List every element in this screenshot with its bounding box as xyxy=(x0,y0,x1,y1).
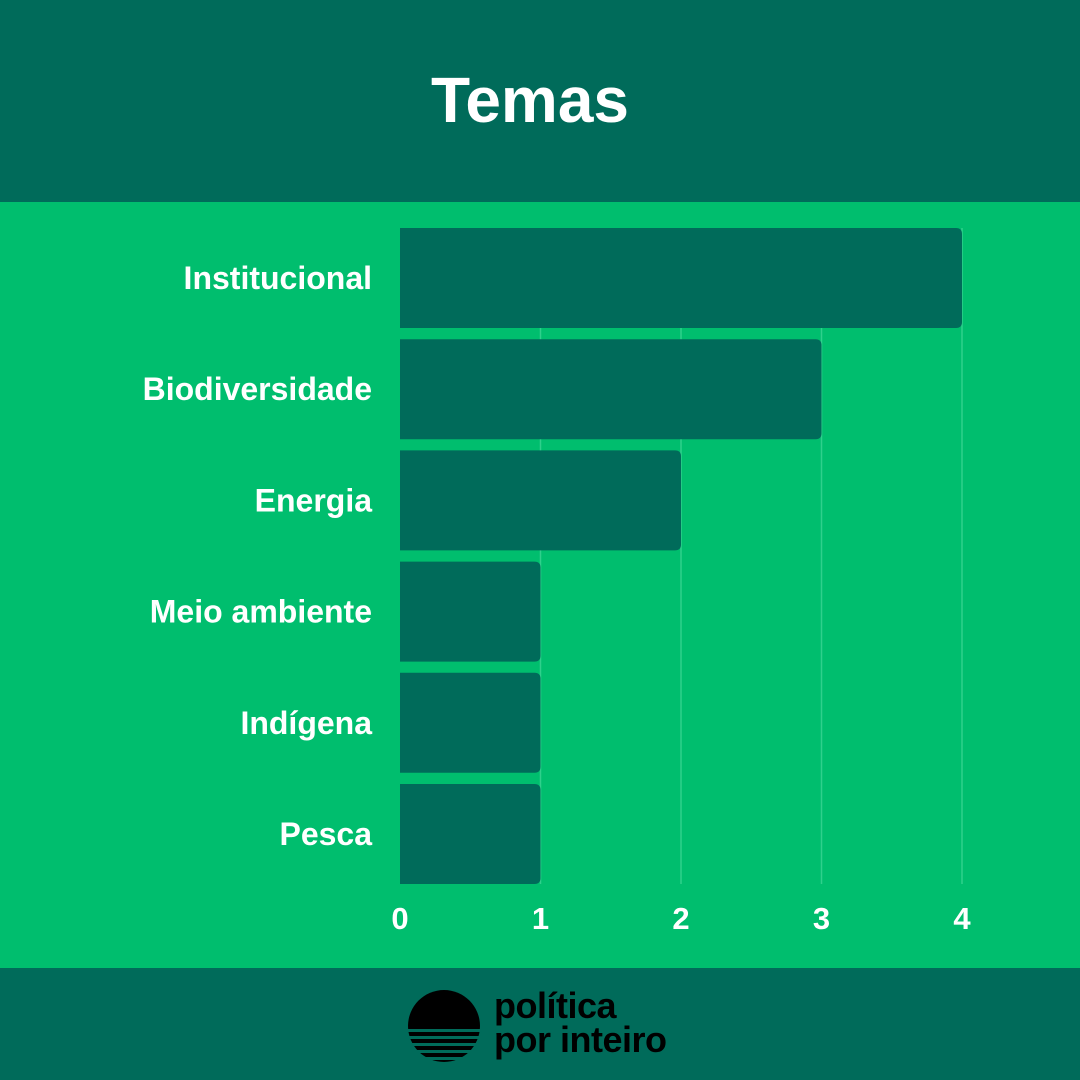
x-tick-label: 0 xyxy=(391,901,408,936)
category-label: Biodiversidade xyxy=(143,371,372,407)
sun-horizon-icon xyxy=(408,990,480,1062)
x-axis-ticks: 0 1 2 3 4 xyxy=(391,901,971,936)
grid-lines xyxy=(539,228,963,884)
category-label: Meio ambiente xyxy=(150,594,372,630)
header-bar: Temas xyxy=(0,0,1080,202)
bar-meio-ambiente xyxy=(400,561,541,662)
x-tick-label: 2 xyxy=(672,901,689,936)
page-title: Temas xyxy=(430,64,630,136)
bar-indígena xyxy=(400,672,541,773)
bars xyxy=(400,228,962,884)
x-tick-label: 4 xyxy=(953,901,971,936)
x-tick-label: 3 xyxy=(813,901,830,936)
category-label: Indígena xyxy=(240,705,372,741)
category-label: Institucional xyxy=(184,260,372,296)
footer-bar xyxy=(0,968,1080,1080)
category-label: Energia xyxy=(255,482,373,518)
x-tick-label: 1 xyxy=(532,901,549,936)
bar-pesca xyxy=(400,784,541,884)
brand-name-line1: política xyxy=(494,985,617,1026)
bar-biodiversidade xyxy=(400,339,822,440)
bar-energia xyxy=(400,450,681,551)
bar-chart: Institucional Biodiversidade Energia Meio a… xyxy=(143,228,971,936)
category-labels: Institucional Biodiversidade Energia Meio a… xyxy=(143,260,373,852)
brand-name-line2: por inteiro xyxy=(494,1019,667,1060)
bar-institucional xyxy=(400,228,962,328)
category-label: Pesca xyxy=(279,816,372,852)
chart-area: Institucional Biodiversidade Energia Meio a… xyxy=(0,202,1080,968)
